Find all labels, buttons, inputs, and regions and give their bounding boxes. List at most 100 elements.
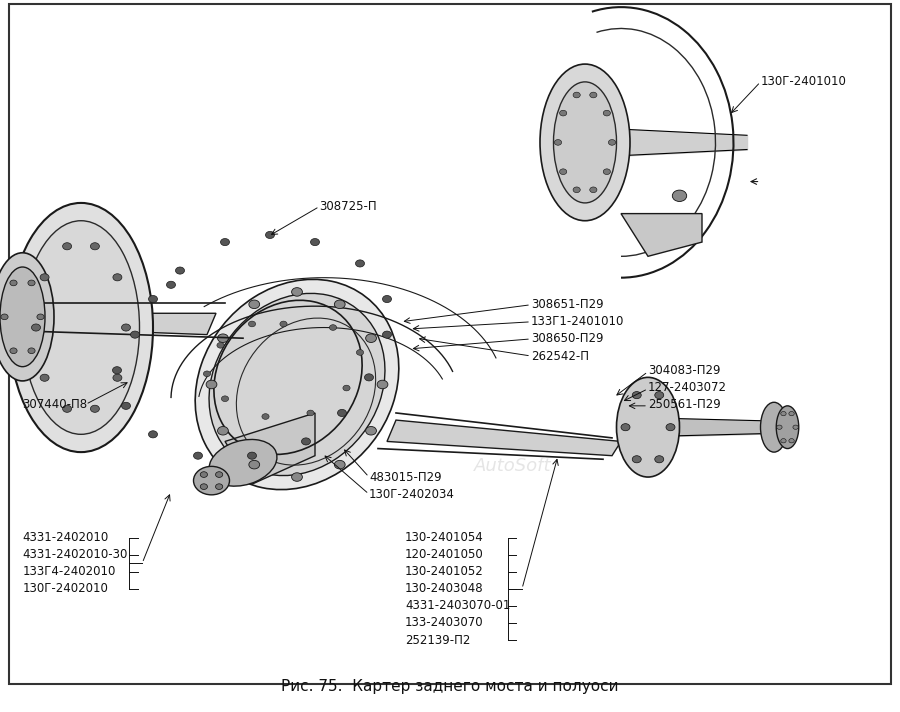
Circle shape <box>781 439 787 443</box>
Text: 308651-П29: 308651-П29 <box>531 298 604 311</box>
Circle shape <box>382 331 392 338</box>
Circle shape <box>335 300 346 308</box>
Circle shape <box>590 187 597 193</box>
Circle shape <box>672 190 687 201</box>
Circle shape <box>603 110 610 116</box>
Text: 250561-П29: 250561-П29 <box>648 398 721 411</box>
Circle shape <box>112 367 122 374</box>
Circle shape <box>382 295 392 303</box>
Text: 130-2403048: 130-2403048 <box>405 582 483 595</box>
Polygon shape <box>621 214 702 256</box>
Circle shape <box>377 380 388 389</box>
Circle shape <box>248 300 260 308</box>
Text: 130Г-2402010: 130Г-2402010 <box>22 582 108 595</box>
Ellipse shape <box>0 253 54 381</box>
Ellipse shape <box>554 82 616 203</box>
Circle shape <box>166 281 176 288</box>
Text: AutoSoft: AutoSoft <box>474 457 552 476</box>
Circle shape <box>203 371 211 377</box>
Ellipse shape <box>9 203 153 452</box>
Circle shape <box>217 342 224 348</box>
Ellipse shape <box>209 439 277 486</box>
Text: 133-2403070: 133-2403070 <box>405 617 483 629</box>
Circle shape <box>364 374 373 381</box>
Circle shape <box>32 324 40 331</box>
Ellipse shape <box>0 267 45 367</box>
Circle shape <box>365 426 376 435</box>
Circle shape <box>28 280 35 286</box>
Text: 130-2401052: 130-2401052 <box>405 565 484 578</box>
Circle shape <box>621 424 630 431</box>
Circle shape <box>356 350 364 355</box>
Text: 4331-2402010-30: 4331-2402010-30 <box>22 548 128 561</box>
Circle shape <box>292 473 302 481</box>
Text: 130Г-2402034: 130Г-2402034 <box>369 488 454 501</box>
Circle shape <box>248 321 256 327</box>
Circle shape <box>201 483 208 489</box>
Ellipse shape <box>194 466 230 495</box>
Circle shape <box>218 334 229 342</box>
Ellipse shape <box>776 406 799 449</box>
Circle shape <box>292 288 302 296</box>
Circle shape <box>262 414 269 419</box>
Ellipse shape <box>760 402 788 452</box>
Circle shape <box>793 425 798 429</box>
Circle shape <box>781 412 787 416</box>
Circle shape <box>1 314 8 320</box>
Text: 133Г4-2402010: 133Г4-2402010 <box>22 565 116 578</box>
Circle shape <box>130 331 140 338</box>
Circle shape <box>201 472 208 478</box>
Circle shape <box>10 280 17 286</box>
Text: 262542-П: 262542-П <box>531 350 589 362</box>
Circle shape <box>122 324 130 331</box>
Circle shape <box>654 392 663 399</box>
Circle shape <box>194 452 202 459</box>
Text: 4331-2403070-01: 4331-2403070-01 <box>405 600 510 612</box>
Circle shape <box>603 169 610 174</box>
Circle shape <box>40 375 50 382</box>
Circle shape <box>112 273 122 281</box>
Circle shape <box>248 461 259 469</box>
Circle shape <box>90 243 99 250</box>
Circle shape <box>148 295 157 303</box>
Circle shape <box>28 348 35 354</box>
Circle shape <box>280 321 287 327</box>
Polygon shape <box>18 313 216 335</box>
Circle shape <box>307 410 314 416</box>
Ellipse shape <box>195 279 399 490</box>
Circle shape <box>788 412 794 416</box>
Text: 120-2401050: 120-2401050 <box>405 548 484 561</box>
Circle shape <box>343 385 350 391</box>
Circle shape <box>310 239 320 246</box>
Ellipse shape <box>209 293 385 476</box>
Circle shape <box>338 409 346 417</box>
Circle shape <box>37 314 44 320</box>
Circle shape <box>40 273 50 281</box>
Circle shape <box>112 375 122 382</box>
Circle shape <box>590 92 597 98</box>
Circle shape <box>777 425 782 429</box>
Circle shape <box>788 439 794 443</box>
Circle shape <box>356 260 364 267</box>
Text: 127-2403072: 127-2403072 <box>648 381 727 394</box>
Circle shape <box>573 92 580 98</box>
Text: 304083-П29: 304083-П29 <box>648 364 721 377</box>
Ellipse shape <box>616 377 680 477</box>
Polygon shape <box>225 413 315 484</box>
Circle shape <box>554 140 562 145</box>
Circle shape <box>335 461 346 469</box>
Circle shape <box>221 396 229 402</box>
Circle shape <box>220 239 230 246</box>
Circle shape <box>632 456 641 463</box>
Circle shape <box>215 472 222 478</box>
Circle shape <box>266 231 274 239</box>
Text: Рис. 75.  Картер заднего моста и полуоси: Рис. 75. Картер заднего моста и полуоси <box>281 679 619 694</box>
Text: 252139-П2: 252139-П2 <box>405 634 471 646</box>
Circle shape <box>63 243 72 250</box>
Text: 483015-П29: 483015-П29 <box>369 471 442 483</box>
Circle shape <box>10 348 17 354</box>
Circle shape <box>365 334 376 342</box>
Circle shape <box>63 405 72 412</box>
Text: 133Г1-2401010: 133Г1-2401010 <box>531 315 625 328</box>
Ellipse shape <box>540 64 630 221</box>
